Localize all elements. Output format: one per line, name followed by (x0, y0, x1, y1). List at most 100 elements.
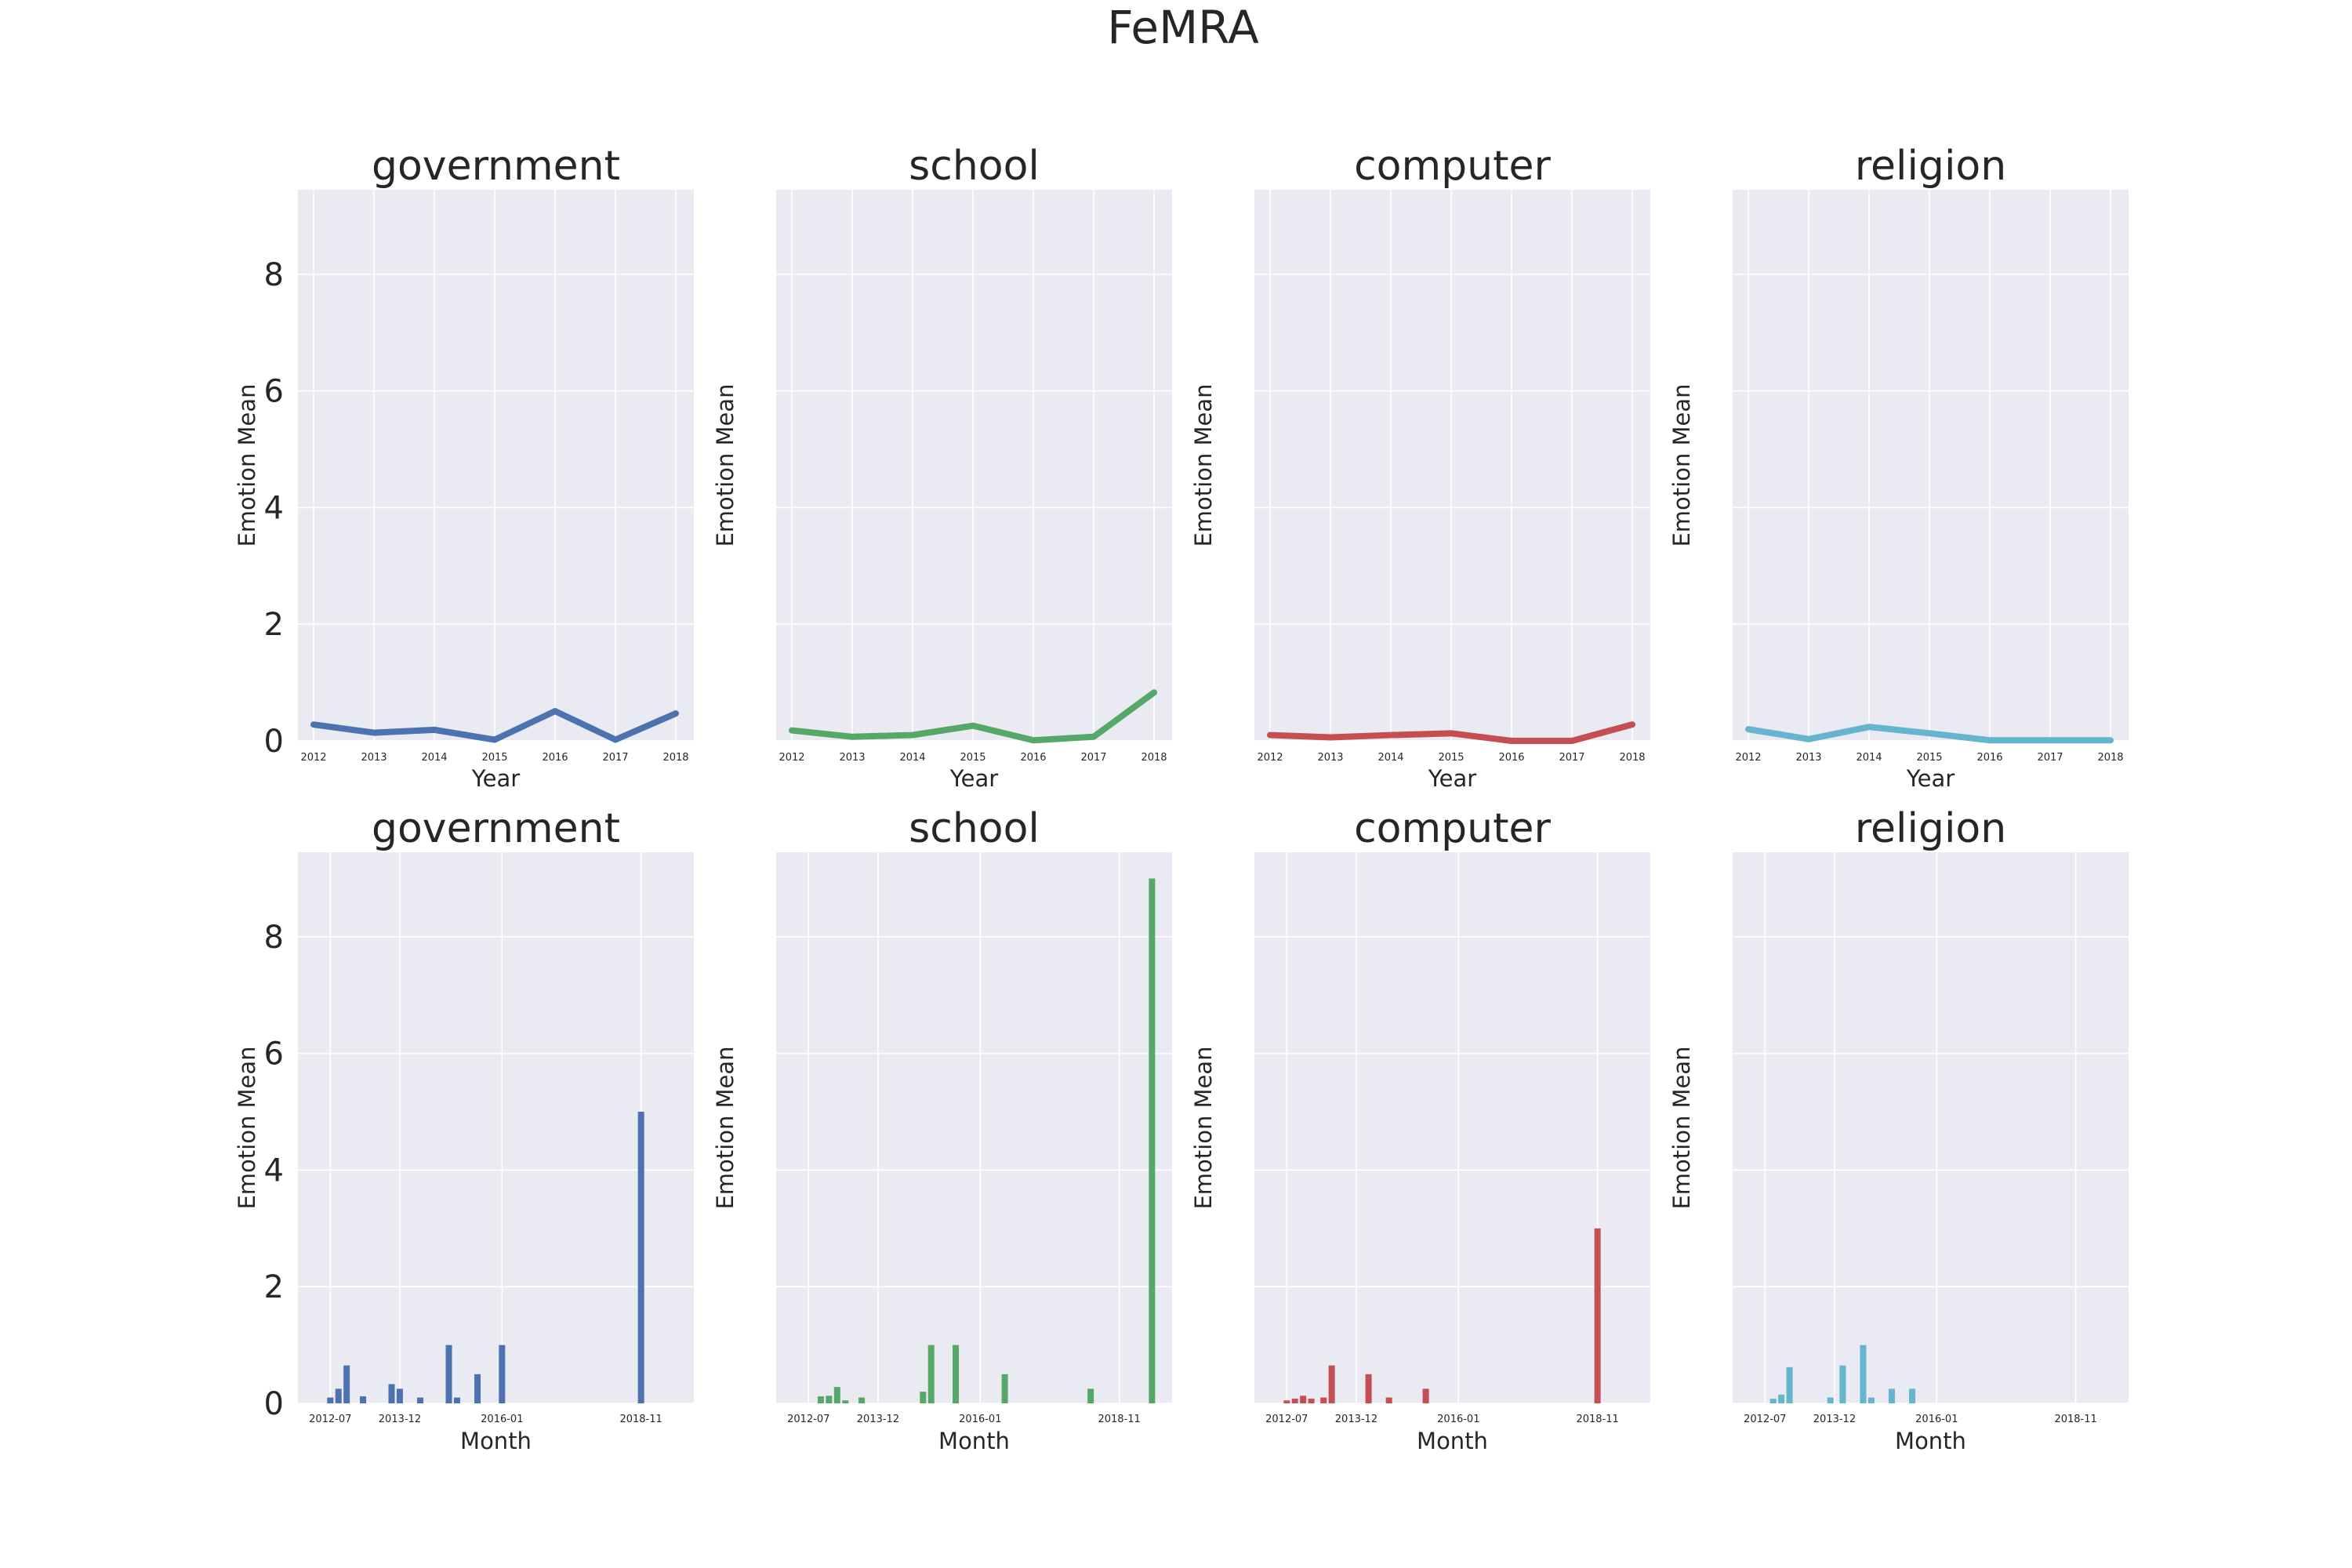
x-axis-label: Year (949, 765, 998, 792)
x-tick-label: 2018-11 (2054, 1414, 2096, 1425)
x-tick-label: 2018 (2097, 752, 2123, 764)
y-tick-label: 4 (264, 490, 284, 526)
x-tick-label: 2013-12 (1335, 1414, 1377, 1425)
x-tick-label: 2016 (1020, 752, 1046, 764)
x-tick-label: 2015 (481, 752, 507, 764)
bar (833, 1387, 840, 1403)
subplot-yearly-religion: 2012 2013 2014 2015 2016 2017 2018 religion Year… (1668, 143, 2129, 792)
bar (1291, 1399, 1298, 1403)
bar (842, 1400, 849, 1403)
x-tick-label: 2014 (421, 752, 447, 764)
bar (1860, 1345, 1867, 1403)
x-tick-label: 2013 (1317, 752, 1343, 764)
series-line (1745, 724, 2114, 744)
y-axis-label: Emotion Mean (234, 1046, 260, 1209)
bar (953, 1345, 960, 1403)
subplot-yearly-government: 0 2 4 6 8 2012 2013 2014 2015 2016 2017 2018 governm… (234, 143, 694, 792)
x-tick-label: 2017 (1559, 752, 1584, 764)
bar (1786, 1367, 1793, 1403)
x-tick-label: 2016 (1976, 752, 2002, 764)
plot-area (1254, 190, 1650, 741)
bar (1422, 1388, 1429, 1403)
bar (927, 1345, 935, 1403)
plot-area (1254, 852, 1650, 1403)
bar (327, 1397, 334, 1403)
subplot-yearly-computer: 2012 2013 2014 2015 2016 2017 2018 computer Year… (1190, 143, 1650, 792)
y-tick-label: 8 (264, 920, 284, 956)
x-tick-label: 2013-12 (857, 1414, 899, 1425)
subplot-monthly-government: 0 2 4 6 8 2012-07 2013-12 2016-01 2018-11 governm… (234, 805, 694, 1454)
x-axis-label: Month (460, 1428, 532, 1454)
bar (1839, 1365, 1846, 1403)
subplot-yearly-school: 2012 2013 2014 2015 2016 2017 2018 school Year Em… (712, 143, 1172, 792)
bar (1308, 1399, 1315, 1403)
y-axis-label: Emotion Mean (1190, 1046, 1217, 1209)
subplot-title: government (372, 805, 620, 852)
bar (1001, 1374, 1008, 1403)
y-tick-label: 6 (264, 374, 284, 410)
subplot-monthly-computer: 2012-07 2013-12 2016-01 2018-11 computer Mont… (1190, 805, 1650, 1454)
y-axis-label: Emotion Mean (234, 383, 260, 546)
x-tick-label: 2013 (361, 752, 387, 764)
y-axis-label: Emotion Mean (712, 1046, 739, 1209)
bar (1283, 1400, 1290, 1403)
x-tick-label: 2012 (300, 752, 326, 764)
x-tick-label: 2015 (1916, 752, 1942, 764)
bar (826, 1396, 833, 1403)
y-tick-label: 2 (264, 1269, 284, 1305)
series-line (310, 708, 679, 743)
x-tick-label: 2018-11 (1576, 1414, 1618, 1425)
bar (1365, 1374, 1372, 1403)
plot-area (776, 852, 1172, 1403)
bar (1149, 878, 1156, 1403)
x-axis-label: Month (1895, 1428, 1966, 1454)
x-tick-label: 2015 (1438, 752, 1464, 764)
x-tick-label: 2018 (662, 752, 688, 764)
bar (1778, 1394, 1785, 1403)
subplot-title: religion (1855, 805, 2006, 852)
plot-area (298, 190, 694, 741)
bar (445, 1345, 452, 1403)
subplot-grid: 0 2 4 6 8 2012 2013 2014 2015 2016 2017 2018 governm… (234, 143, 2129, 1454)
x-tick-label: 2012-07 (787, 1414, 829, 1425)
x-axis-label: Month (938, 1428, 1010, 1454)
bar (417, 1397, 424, 1403)
plot-area (1733, 190, 2129, 741)
x-tick-label: 2014 (899, 752, 925, 764)
plot-area (298, 852, 694, 1403)
bar (499, 1345, 506, 1403)
x-axis-label: Year (471, 765, 520, 792)
x-tick-label: 2012 (779, 752, 804, 764)
subplot-title: school (909, 805, 1040, 852)
bar (335, 1388, 342, 1403)
subplot-title: computer (1354, 805, 1551, 852)
x-tick-label: 2018-11 (1098, 1414, 1140, 1425)
bar (1594, 1228, 1601, 1403)
x-tick-label: 2016-01 (1915, 1414, 1958, 1425)
bar (1385, 1397, 1392, 1403)
x-tick-label: 2017 (2037, 752, 2063, 764)
x-tick-label: 2016-01 (1437, 1414, 1479, 1425)
subplot-title: government (372, 143, 620, 190)
x-tick-label: 2018-11 (619, 1414, 662, 1425)
y-axis-label: Emotion Mean (1190, 383, 1217, 546)
x-tick-label: 2013-12 (1813, 1414, 1856, 1425)
bar (1888, 1388, 1895, 1403)
x-tick-label: 2016-01 (481, 1414, 523, 1425)
x-tick-label: 2018 (1619, 752, 1645, 764)
x-tick-label: 2012-07 (1265, 1414, 1308, 1425)
x-tick-label: 2012-07 (309, 1414, 351, 1425)
x-tick-label: 2018 (1141, 752, 1167, 764)
x-tick-label: 2017 (602, 752, 628, 764)
subplot-title: school (909, 143, 1040, 190)
bar (388, 1384, 395, 1403)
series-line (1267, 721, 1635, 744)
y-axis-label: Emotion Mean (712, 383, 739, 546)
figure-title: FeMRA (1107, 1, 1259, 54)
y-tick-label: 0 (264, 1386, 284, 1422)
bar (1909, 1388, 1916, 1403)
x-tick-label: 2016 (1498, 752, 1524, 764)
bar (396, 1388, 403, 1403)
x-tick-label: 2012 (1735, 752, 1761, 764)
